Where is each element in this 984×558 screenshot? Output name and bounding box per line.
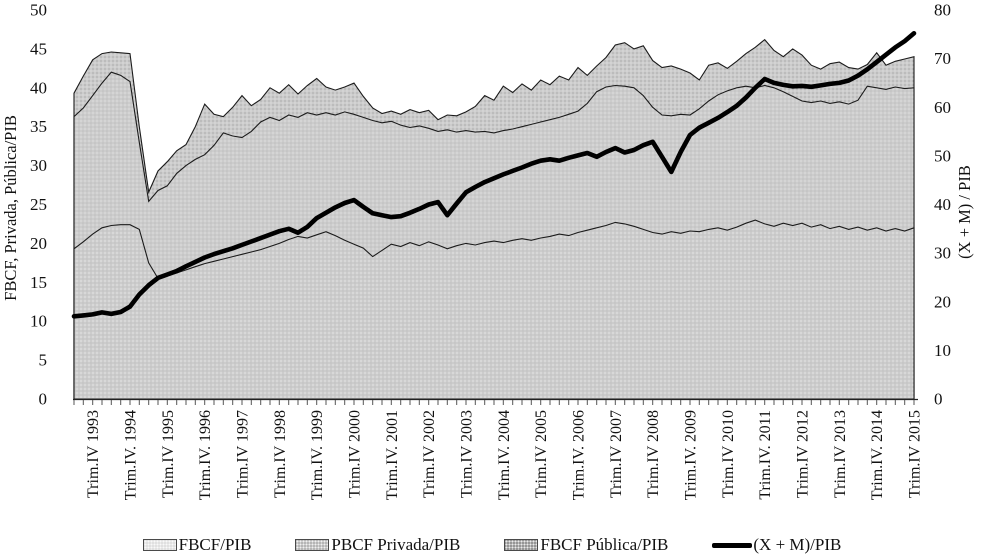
xm-line-path — [71, 30, 917, 319]
x-axis-label: Trim.IV. 2009 — [683, 410, 700, 500]
x-axis-label: Trim.IV. 1996 — [197, 410, 214, 500]
legend-label-publica: FBCF Pública/PIB — [540, 535, 669, 554]
right-axis-title: (X + M) / PIB — [955, 165, 974, 259]
chart-canvas: Trim.IV 1993 Trim.IV. 1994 Trim.IV 1995 Tri… — [1, 1, 974, 501]
legend-label-privada: PBCF Privada/PIB — [331, 535, 461, 554]
legend-item-fbcf: FBCF/PIB — [142, 535, 252, 555]
left-axis-tick-label: 30 — [30, 156, 47, 175]
x-axis-label: Trim.IV 2002 — [421, 410, 438, 498]
area-area_light — [73, 219, 915, 400]
left-axis-tick-label: 45 — [30, 39, 47, 58]
right-axis-tick-label: 70 — [934, 49, 951, 68]
legend-item-publica: FBCF Pública/PIB — [504, 535, 668, 555]
left-axis-tick-label: 20 — [30, 234, 47, 253]
x-axis-label: Trim.IV 1998 — [272, 410, 289, 498]
x-axis-label: Trim.IV. 2001 — [384, 410, 401, 500]
legend-swatch-publica — [504, 539, 539, 551]
x-axis-label: Trim.IV. 2014 — [869, 410, 886, 500]
right-axis-tick-label: 40 — [934, 195, 951, 214]
right-axis-tick-label: 10 — [934, 341, 951, 360]
legend-label-xm: (X + M)/PIB — [753, 535, 842, 554]
x-axis-label: Trim.IV 2013 — [832, 410, 849, 498]
legend-item-privada: PBCF Privada/PIB — [295, 535, 460, 555]
x-axis-label: Trim.IV. 1994 — [123, 410, 140, 500]
x-axis-label: Trim.IV 2005 — [533, 410, 550, 498]
stacked-areas — [73, 38, 915, 400]
x-axis-label: Trim.IV. 1999 — [309, 410, 326, 500]
x-axis-label: Trim.IV 2000 — [347, 410, 364, 498]
right-axis-tick-label: 30 — [934, 244, 951, 263]
x-axis-label: Trim.IV. 2006 — [571, 410, 588, 500]
x-axis-label: Trim.IV 2010 — [720, 410, 737, 498]
x-axis-label: Trim.IV 2008 — [645, 410, 662, 498]
left-axis-tick-label: 25 — [30, 195, 47, 214]
x-axis-label: Trim.IV 1995 — [160, 410, 177, 498]
left-axis-tick-label: 35 — [30, 117, 47, 136]
right-axis-tick-label: 80 — [934, 1, 951, 20]
right-axis-tick-label: 50 — [934, 146, 951, 165]
left-axis-tick-label: 5 — [39, 351, 48, 370]
left-axis-title: FBCF, Privada, Pública/PIB — [1, 115, 20, 301]
axes: Trim.IV 1993 Trim.IV. 1994 Trim.IV 1995 Tri… — [1, 1, 974, 501]
legend-label-fbcf: FBCF/PIB — [178, 535, 252, 554]
right-axis-tick-label: 0 — [934, 390, 943, 409]
right-axis-tick-label: 60 — [934, 98, 951, 117]
legend-swatch-privada — [295, 539, 330, 551]
x-axis-label: Trim.IV. 2004 — [496, 410, 513, 500]
x-axis-label: Trim.IV. 2011 — [757, 410, 774, 500]
x-axis-label: Trim.IV 1997 — [235, 410, 252, 498]
legend-item-xm: (X + M)/PIB — [712, 535, 841, 555]
legend-swatch-fbcf — [142, 539, 177, 551]
left-axis-tick-label: 50 — [30, 1, 47, 20]
x-axis-label: Trim.IV 2003 — [459, 410, 476, 498]
right-axis-tick-label: 20 — [934, 292, 951, 311]
x-axis-label: Trim.IV 2015 — [907, 410, 924, 498]
x-axis-label: Trim.IV 2012 — [795, 410, 812, 498]
left-axis-tick-label: 40 — [30, 78, 47, 97]
x-axis-label: Trim.IV 1993 — [85, 410, 102, 498]
left-axis-tick-label: 15 — [30, 273, 47, 292]
legend: FBCF/PIB PBCF Privada/PIB FBCF Pública/P… — [0, 533, 984, 557]
left-axis-tick-label: 10 — [30, 312, 47, 331]
left-axis-tick-label: 0 — [39, 390, 48, 409]
legend-line-swatch — [712, 542, 753, 548]
xm-line — [71, 30, 917, 319]
x-axis-label: Trim.IV 2007 — [608, 410, 625, 498]
